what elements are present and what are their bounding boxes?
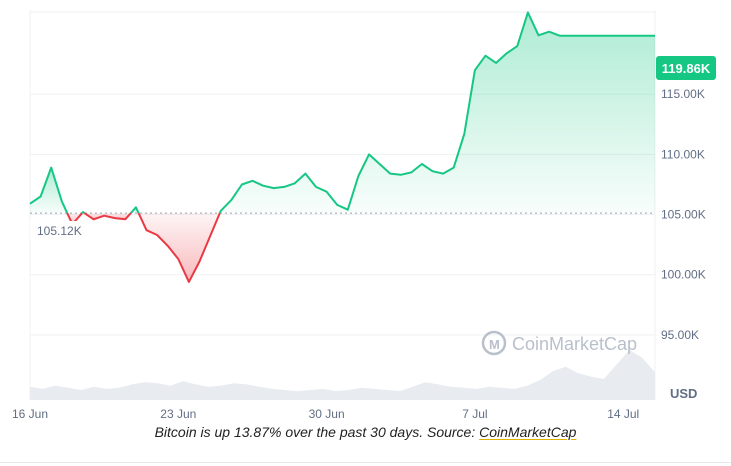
y-tick-label: 110.00K [661, 147, 705, 161]
area-above-baseline [219, 12, 656, 214]
volume-shape [30, 350, 655, 400]
y-tick-label: 100.00K [661, 268, 706, 282]
line-above-baseline [130, 206, 140, 214]
price-chart: M CoinMarketCap 95.00K 100.00K 105.00K 110.… [12, 10, 716, 421]
line-below-baseline [83, 212, 132, 221]
area-below-baseline [138, 213, 220, 282]
x-tick-label: 23 Jun [160, 407, 196, 421]
x-tick-label: 30 Jun [309, 407, 345, 421]
price-areas [30, 12, 656, 282]
line-above-baseline [218, 11, 655, 214]
price-lines [29, 11, 655, 283]
watermark-text: CoinMarketCap [512, 334, 637, 354]
y-axis-ticks: 95.00K 100.00K 105.00K 110.00K 115.00K [661, 87, 706, 342]
chart-grid [29, 10, 656, 400]
current-price-badge: 119.86K [656, 56, 716, 80]
y-unit-label: USD [670, 386, 697, 401]
x-axis-ticks: 16 Jun 23 Jun 30 Jun 7 Jul 14 Jul [12, 407, 639, 421]
line-above-baseline [29, 166, 69, 214]
x-tick-label: 14 Jul [607, 407, 639, 421]
y-tick-label: 105.00K [661, 208, 706, 222]
y-tick-label: 115.00K [661, 87, 705, 101]
baseline-label: 105.12K [30, 221, 84, 239]
svg-text:M: M [489, 337, 500, 352]
chart-caption: Bitcoin is up 13.87% over the past 30 da… [0, 424, 731, 440]
area-above-baseline [30, 167, 68, 214]
line-below-baseline [137, 212, 221, 283]
line-above-baseline [81, 211, 85, 214]
watermark: M CoinMarketCap [481, 330, 637, 356]
x-tick-label: 7 Jul [462, 407, 487, 421]
divider [0, 462, 731, 463]
caption-source-link[interactable]: CoinMarketCap [479, 424, 577, 440]
y-tick-label: 95.00K [661, 328, 699, 342]
baseline-value: 105.12K [37, 224, 82, 238]
volume-area [30, 350, 655, 400]
coinmarketcap-logo-icon [481, 330, 507, 356]
x-tick-label: 16 Jun [12, 407, 48, 421]
current-price-value: 119.86K [662, 61, 711, 76]
caption-text: Bitcoin is up 13.87% over the past 30 da… [154, 424, 480, 440]
